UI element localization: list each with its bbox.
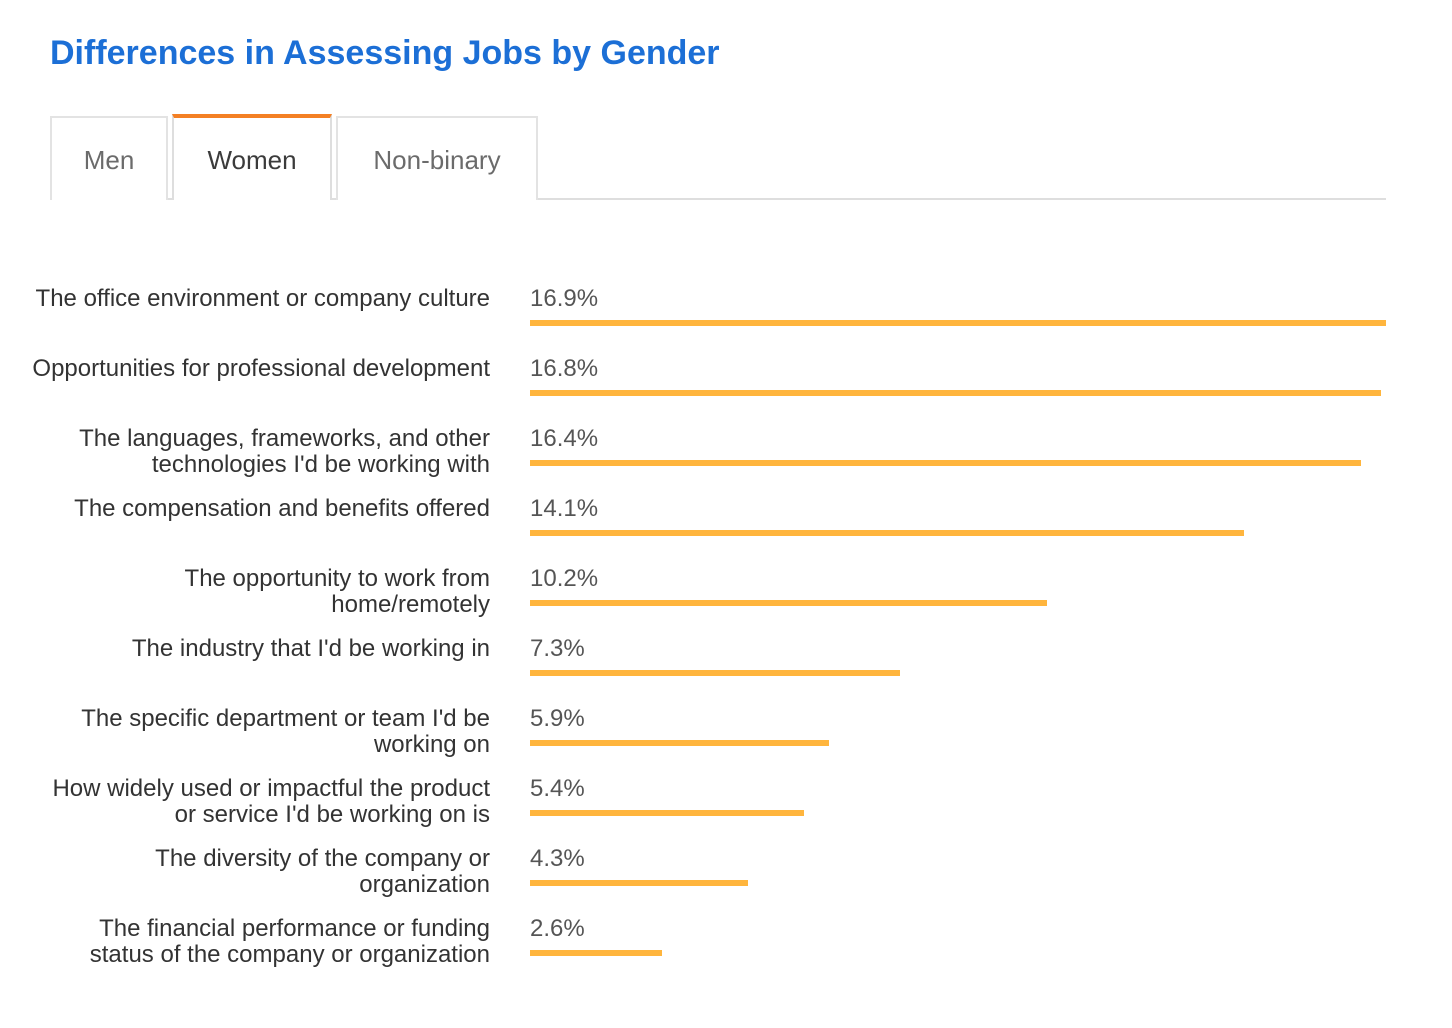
- bar-row: The industry that I'd be working in 7.3%: [0, 636, 1452, 706]
- bar: [530, 460, 1361, 466]
- bar: [530, 390, 1381, 396]
- tab-non-binary-label: Non-binary: [373, 144, 501, 175]
- category-label: The compensation and benefits offered: [74, 495, 490, 522]
- data-label: 7.3%: [530, 635, 585, 662]
- bar-row: The specific department or team I'd be w…: [0, 706, 1452, 776]
- page-title: Differences in Assessing Jobs by Gender: [50, 34, 720, 72]
- category-label: The specific department or team I'd be w…: [81, 705, 490, 758]
- data-label: 16.4%: [530, 425, 599, 452]
- category-label: The industry that I'd be working in: [131, 635, 490, 662]
- category-label: How widely used or impactful the product…: [52, 775, 490, 828]
- bar: [530, 600, 1047, 606]
- bar: [530, 950, 662, 956]
- category-label: The office environment or company cultur…: [35, 285, 490, 312]
- data-label: 5.4%: [530, 775, 585, 802]
- bar-row: The opportunity to work from home/remote…: [0, 566, 1452, 636]
- tab-women[interactable]: Women: [172, 114, 332, 200]
- data-label: 4.3%: [530, 845, 585, 872]
- data-label: 10.2%: [530, 565, 599, 592]
- data-label: 14.1%: [530, 495, 599, 522]
- category-label: The financial performance or funding sta…: [89, 915, 490, 968]
- data-label: 16.8%: [530, 355, 599, 382]
- category-label: The diversity of the company or organiza…: [155, 845, 490, 898]
- bar-row: The languages, frameworks, and other tec…: [0, 426, 1452, 496]
- tab-men-label: Men: [83, 144, 135, 175]
- data-label: 16.9%: [530, 285, 599, 312]
- bar-row: The compensation and benefits offered 14.…: [0, 496, 1452, 566]
- bar-row: How widely used or impactful the product…: [0, 776, 1452, 846]
- bar-row: The financial performance or funding sta…: [0, 916, 1452, 986]
- data-label: 5.9%: [530, 705, 585, 732]
- bar-row: Opportunities for professional developme…: [0, 356, 1452, 426]
- data-label: 2.6%: [530, 915, 585, 942]
- bar: [530, 880, 748, 886]
- bar-row: The office environment or company cultur…: [0, 286, 1452, 356]
- bar: [530, 740, 829, 746]
- bar: [530, 670, 900, 676]
- bar: [530, 320, 1386, 326]
- bar-row: The diversity of the company or organiza…: [0, 846, 1452, 916]
- bar: [530, 530, 1244, 536]
- tab-women-label: Women: [207, 144, 297, 175]
- category-label: Opportunities for professional developme…: [32, 355, 490, 382]
- category-label: The opportunity to work from home/remote…: [184, 565, 490, 618]
- category-label: The languages, frameworks, and other tec…: [79, 425, 490, 478]
- tab-non-binary[interactable]: Non-binary: [336, 116, 538, 200]
- tab-men[interactable]: Men: [50, 116, 168, 200]
- gender-tabs: Men Women Non-binary: [50, 114, 1386, 200]
- bar: [530, 810, 804, 816]
